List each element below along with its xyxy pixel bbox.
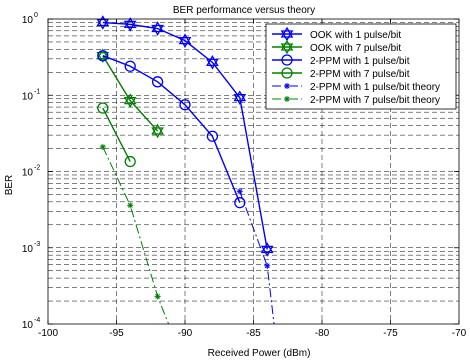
star-marker: [99, 143, 106, 150]
y-tick-label: 10: [22, 15, 34, 26]
y-tick-label-exponent: -4: [34, 317, 40, 324]
legend-label: 2-PPM with 7 pulse/bit: [310, 69, 410, 80]
circle-marker: [151, 76, 164, 88]
grid-lines: [48, 19, 459, 324]
legend-entry: 2-PPM with 7 pulse/bit theory: [272, 95, 440, 106]
y-tick-label: 10: [22, 91, 34, 102]
y-tick-label: 10: [22, 244, 34, 255]
x-tick-label: -85: [246, 328, 261, 339]
star-marker: [236, 188, 243, 195]
circle-marker: [281, 67, 293, 79]
x-tick-label: -70: [452, 328, 467, 339]
y-tick-label-exponent: 0: [34, 12, 38, 19]
series-line: [102, 21, 268, 250]
star-marker: [127, 202, 134, 209]
circle-marker: [97, 50, 109, 62]
y-tick-label-exponent: -3: [34, 241, 40, 248]
hexagram-marker: [233, 90, 247, 105]
x-tick-label: -90: [178, 328, 193, 339]
series-6: [99, 143, 170, 325]
legend-label: 2-PPM with 1 pulse/bit theory: [310, 82, 440, 93]
legend-label: 2-PPM with 1 pulse/bit: [310, 56, 410, 67]
hexagram-marker: [280, 26, 294, 42]
series-1: [96, 15, 274, 257]
y-axis-label: BER: [4, 175, 15, 196]
hexagram-marker: [178, 33, 192, 48]
series-line: [102, 55, 159, 132]
x-tick-label: -80: [315, 328, 330, 339]
legend-label: OOK with 1 pulse/bit: [310, 30, 401, 41]
series-line: [102, 146, 170, 325]
chart-title: BER performance versus theory: [173, 5, 315, 16]
series-5: [236, 188, 275, 325]
y-tick-label: 10: [22, 168, 34, 179]
circle-marker: [234, 197, 246, 209]
hexagram-marker: [151, 21, 164, 36]
hexagram-marker: [260, 242, 274, 257]
y-tick-label-exponent: -2: [34, 165, 40, 172]
series-line: [102, 107, 131, 162]
x-tick-label: -95: [109, 328, 124, 339]
star-marker: [284, 83, 290, 89]
legend-entry: OOK with 1 pulse/bit: [272, 26, 401, 42]
legend-box: [265, 23, 457, 110]
series-4: [97, 102, 136, 168]
legend-entry: 2-PPM with 1 pulse/bit theory: [272, 82, 440, 93]
circle-marker: [179, 99, 191, 111]
hexagram-marker: [123, 93, 137, 108]
series-layer: [96, 15, 275, 325]
hexagram-marker: [206, 55, 219, 70]
y-tick-label-exponent: -1: [34, 88, 40, 95]
legend-entry: OOK with 7 pulse/bit: [272, 39, 401, 55]
y-tick-label: 10: [22, 320, 34, 331]
circle-marker: [124, 60, 136, 72]
series-3: [97, 50, 246, 209]
x-tick-label: -100: [38, 328, 58, 339]
star-marker: [284, 96, 290, 102]
legend-label: 2-PPM with 7 pulse/bit theory: [310, 95, 440, 106]
legend-entry: 2-PPM with 1 pulse/bit: [272, 54, 410, 67]
circle-marker: [281, 54, 293, 66]
x-axis-label: Received Power (dBm): [208, 348, 311, 359]
circle-marker: [206, 130, 219, 142]
hexagram-marker: [280, 39, 294, 55]
hexagram-marker: [96, 15, 110, 30]
legend-label: OOK with 7 pulse/bit: [310, 43, 401, 54]
x-tick-label: -75: [383, 328, 398, 339]
star-marker: [264, 262, 271, 269]
hexagram-marker: [151, 123, 164, 139]
star-marker: [154, 293, 161, 300]
legend: OOK with 1 pulse/bit OOK with 7 pulse/bit…: [265, 23, 457, 110]
legend-entry: 2-PPM with 7 pulse/bit: [272, 67, 410, 80]
circle-marker: [124, 155, 136, 168]
axes: -100 -95 -90 -85 -80 -75 -7010-410-310-210-110…: [22, 12, 467, 339]
circle-marker: [97, 102, 109, 114]
hexagram-marker: [123, 17, 137, 32]
